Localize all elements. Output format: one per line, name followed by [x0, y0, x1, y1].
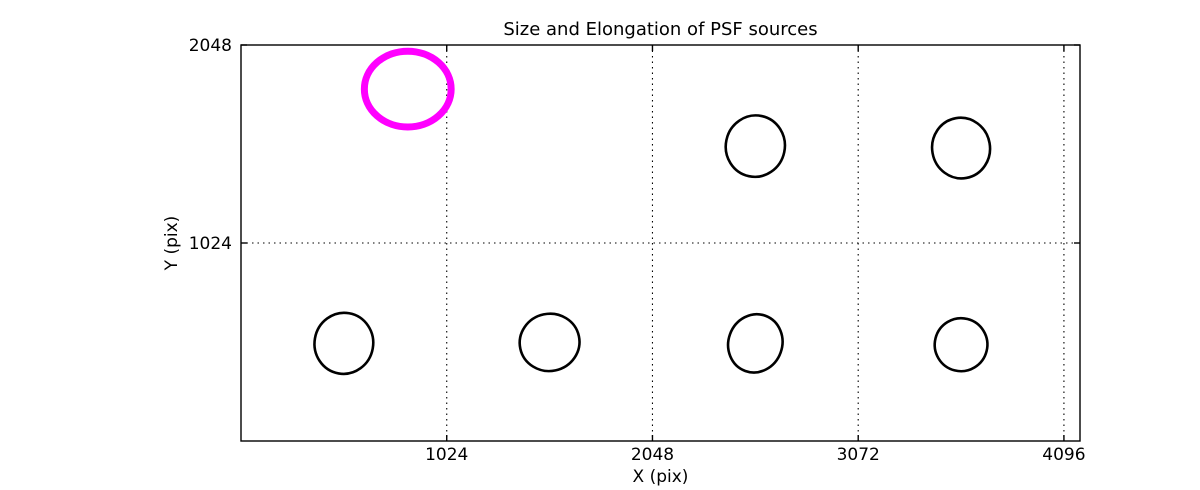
x-tick-label: 4096: [1042, 445, 1085, 465]
chart-title: Size and Elongation of PSF sources: [503, 19, 818, 40]
psf-ellipse: [726, 312, 784, 374]
psf-ellipse: [724, 114, 787, 179]
x-tick-label: 2048: [631, 445, 674, 465]
x-axis-label: X (pix): [632, 467, 689, 487]
x-tick-label: 3072: [837, 445, 880, 465]
x-tick-label: 1024: [425, 445, 468, 465]
psf-ellipse: [313, 311, 375, 376]
psf-ellipse: [930, 116, 992, 180]
y-tick-label: 1024: [189, 234, 232, 254]
y-axis-label: Y (pix): [162, 215, 182, 271]
psf-ellipse: [518, 312, 581, 373]
y-tick-label: 2048: [189, 36, 232, 56]
psf-ellipse: [933, 316, 989, 373]
highlighted-psf-ellipse: [360, 47, 455, 131]
